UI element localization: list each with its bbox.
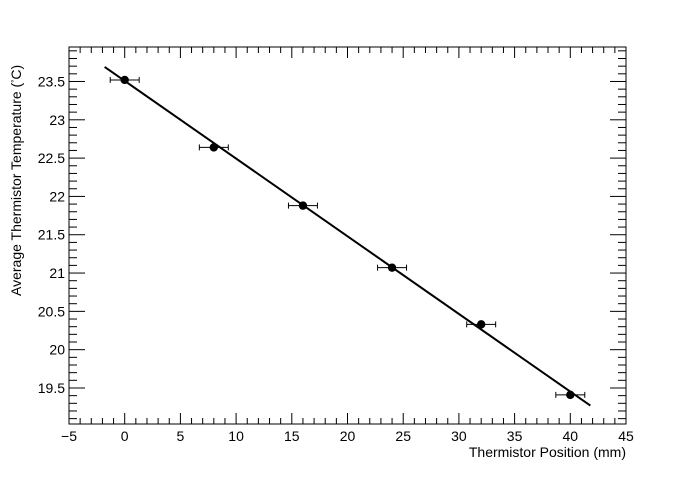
y-tick-label: 21.5: [38, 227, 65, 243]
y-tick-label: 21: [49, 265, 65, 281]
x-tick-label: 15: [284, 428, 300, 444]
x-tick-label: 5: [177, 428, 185, 444]
data-point: [476, 320, 486, 329]
x-tick-label: 10: [228, 428, 244, 444]
x-tick-label: 35: [507, 428, 523, 444]
data-points-layer: [109, 75, 586, 400]
x-tick-label: 20: [340, 428, 356, 444]
fit-line-layer: [104, 66, 591, 407]
y-axis-title-unit: C): [8, 65, 24, 80]
x-tick-label: 0: [121, 428, 129, 444]
x-tick-label: 45: [618, 428, 634, 444]
y-tick-label: 23: [49, 112, 65, 128]
data-point: [566, 390, 575, 400]
data-point: [209, 143, 219, 152]
y-axis-title: Average Thermistor Temperature (°C): [8, 65, 24, 296]
x-tick-label: 30: [451, 428, 467, 444]
data-point: [298, 201, 308, 210]
y-tick-label: 19.5: [38, 380, 65, 396]
data-point: [120, 75, 129, 85]
tick-labels-layer: −5 0 5 10 15 20 25 30 35 40 45 19.5 20 20.5 21 21.5 22 22…: [38, 73, 634, 444]
y-tick-label: 20.5: [38, 303, 65, 319]
y-axis-title-main: Average Thermistor Temperature (: [8, 82, 24, 296]
y-tick-label: 20: [49, 342, 65, 358]
y-tick-label: 22.5: [38, 150, 65, 166]
axis-ticks-layer: [68, 47, 627, 424]
x-tick-label: −5: [61, 428, 77, 444]
y-tick-label: 22: [49, 188, 65, 204]
data-point: [387, 263, 397, 272]
x-axis-title: Thermistor Position (mm): [469, 444, 626, 460]
degree-symbol: °: [10, 80, 19, 83]
x-tick-label: 25: [395, 428, 411, 444]
fit-line: [104, 66, 591, 407]
y-tick-label: 23.5: [38, 73, 65, 89]
x-tick-label: 40: [563, 428, 579, 444]
